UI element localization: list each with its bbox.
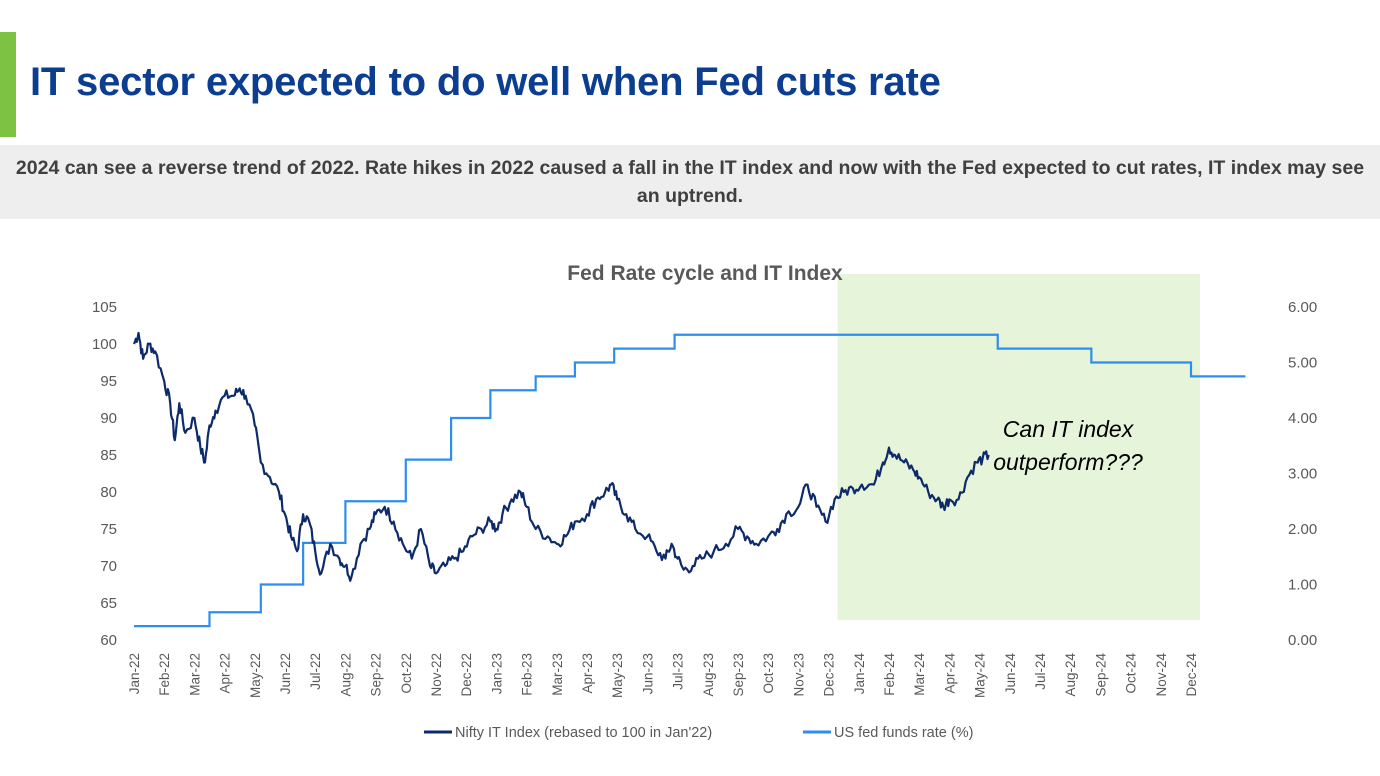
right-tick-label: 4.00: [1288, 410, 1317, 427]
x-tick-label: Jan-22: [127, 653, 142, 694]
x-tick-label: Aug-22: [338, 653, 353, 697]
x-tick-label: Feb-22: [157, 653, 172, 696]
left-tick-label: 65: [100, 595, 117, 612]
legend-label-it-index: Nifty IT Index (rebased to 100 in Jan'22…: [455, 725, 712, 741]
x-tick-label: Apr-23: [580, 653, 595, 694]
x-tick-label: Apr-22: [218, 653, 233, 694]
x-tick-label: Apr-24: [942, 653, 957, 694]
right-tick-label: 6.00: [1288, 299, 1317, 316]
annotation-line-2: outperform???: [993, 449, 1143, 475]
right-tick-label: 0.00: [1288, 632, 1317, 649]
x-axis: Jan-22 Feb-22 Mar-22 Apr-22 May-22 Jun-22 Jul-…: [127, 653, 1199, 699]
x-tick-label: Mar-22: [187, 653, 202, 696]
right-tick-label: 2.00: [1288, 521, 1317, 538]
subtitle: 2024 can see a reverse trend of 2022. Ra…: [15, 157, 1365, 207]
right-tick-label: 3.00: [1288, 466, 1317, 483]
right-axis: 0.00 1.00 2.00 3.00 4.00 5.00 6.00: [1288, 299, 1317, 649]
x-tick-label: Oct-22: [399, 653, 414, 694]
fed-rate-line: [134, 333, 1246, 628]
chart-title: Fed Rate cycle and IT Index: [567, 262, 843, 285]
x-tick-label: Dec-23: [822, 653, 837, 697]
left-tick-label: 90: [100, 410, 117, 427]
left-tick-label: 95: [100, 373, 117, 390]
subtitle-band: 2024 can see a reverse trend of 2022. Ra…: [0, 145, 1380, 219]
x-tick-label: Jun-23: [640, 653, 655, 694]
x-tick-label: Jan-23: [489, 653, 504, 694]
it-index-line: [132, 331, 990, 582]
accent-bar: [0, 32, 16, 137]
left-tick-label: 105: [92, 299, 117, 316]
left-tick-label: 85: [100, 447, 117, 464]
page-title: IT sector expected to do well when Fed c…: [30, 60, 941, 104]
x-tick-label: Sep-23: [731, 653, 746, 697]
x-tick-label: Dec-22: [459, 653, 474, 697]
x-tick-label: Oct-24: [1124, 653, 1139, 694]
left-tick-label: 80: [100, 484, 117, 501]
x-tick-label: Aug-24: [1063, 653, 1078, 697]
x-tick-label: Sep-22: [369, 653, 384, 697]
left-tick-label: 70: [100, 558, 117, 575]
x-tick-label: Jul-23: [671, 653, 686, 690]
x-tick-label: Oct-23: [761, 653, 776, 694]
x-tick-label: Mar-24: [912, 653, 927, 696]
left-tick-label: 100: [92, 336, 117, 353]
x-tick-label: May-24: [973, 653, 988, 699]
x-tick-label: Nov-22: [429, 653, 444, 697]
annotation-line-1: Can IT index: [1003, 416, 1135, 442]
left-axis: 60 65 70 75 80 85 90 95 100 105: [92, 299, 117, 649]
left-tick-label: 60: [100, 632, 117, 649]
x-tick-label: Aug-23: [701, 653, 716, 697]
x-tick-label: May-23: [610, 653, 625, 698]
x-tick-label: Dec-24: [1184, 653, 1199, 697]
right-tick-label: 1.00: [1288, 577, 1317, 594]
x-tick-label: Feb-23: [520, 653, 535, 696]
legend-label-fed-rate: US fed funds rate (%): [834, 725, 973, 741]
x-tick-label: Mar-23: [550, 653, 565, 696]
right-tick-label: 5.00: [1288, 355, 1317, 372]
x-tick-label: Nov-23: [791, 653, 806, 697]
x-tick-label: Sep-24: [1093, 653, 1108, 697]
x-tick-label: Nov-24: [1154, 653, 1169, 697]
x-tick-label: Feb-24: [882, 653, 897, 696]
highlight-region: [837, 274, 1201, 620]
x-tick-label: Jan-24: [852, 653, 867, 695]
legend: Nifty IT Index (rebased to 100 in Jan'22…: [424, 725, 973, 741]
x-tick-label: Jul-24: [1033, 653, 1048, 690]
x-tick-label: May-22: [248, 653, 263, 698]
x-tick-label: Jul-22: [308, 653, 323, 690]
x-tick-label: Jun-22: [278, 653, 293, 694]
x-tick-label: Jun-24: [1003, 653, 1018, 695]
left-tick-label: 75: [100, 521, 117, 538]
